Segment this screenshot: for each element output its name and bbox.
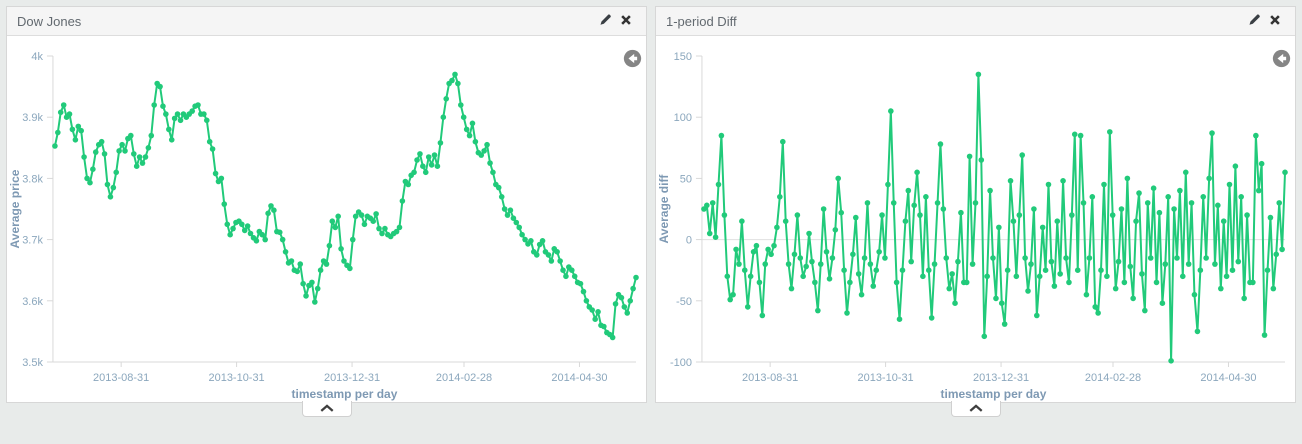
panel-title: 1-period Diff xyxy=(666,13,737,29)
edit-button[interactable] xyxy=(595,7,616,35)
svg-text:3.6k: 3.6k xyxy=(22,296,43,308)
close-button[interactable] xyxy=(1265,7,1285,35)
svg-text:150: 150 xyxy=(674,51,692,63)
svg-text:2014-02-28: 2014-02-28 xyxy=(1085,372,1141,384)
diff-chart-canvas[interactable]: 150 100 50 0 -50 -100 2013-08-31 2013-10-31 2013… xyxy=(656,36,1295,412)
price-chart-canvas[interactable]: 4k 3.9k 3.8k 3.7k 3.6k 3.5k 2013-08-31 2013-10-… xyxy=(7,36,646,412)
collapse-row-button[interactable] xyxy=(950,401,1001,417)
dashboard-row: Dow Jones 4k 3.9k 3.8k 3.7k 3.6k 3.5k 2013-08-… xyxy=(6,6,1296,417)
svg-text:2014-02-28: 2014-02-28 xyxy=(436,372,492,384)
svg-text:2013-10-31: 2013-10-31 xyxy=(858,372,914,384)
svg-text:3.9k: 3.9k xyxy=(22,112,43,124)
back-button[interactable] xyxy=(623,49,642,68)
panel-dow-jones: Dow Jones 4k 3.9k 3.8k 3.7k 3.6k 3.5k 2013-08-… xyxy=(6,6,647,417)
pencil-icon xyxy=(599,13,612,29)
x-icon xyxy=(620,14,632,29)
svg-text:2013-08-31: 2013-08-31 xyxy=(93,372,149,384)
svg-text:50: 50 xyxy=(680,173,692,185)
svg-text:2013-12-31: 2013-12-31 xyxy=(324,372,380,384)
collapse-row-button[interactable] xyxy=(301,401,352,417)
svg-text:3.5k: 3.5k xyxy=(22,357,43,369)
svg-text:timestamp per day: timestamp per day xyxy=(941,387,1047,401)
svg-text:-50: -50 xyxy=(676,296,692,308)
chart-area: 4k 3.9k 3.8k 3.7k 3.6k 3.5k 2013-08-31 2013-10-… xyxy=(7,36,646,412)
svg-text:4k: 4k xyxy=(31,51,43,63)
panel-title: Dow Jones xyxy=(17,13,82,29)
panel-header: 1-period Diff xyxy=(656,7,1295,36)
svg-text:2014-04-30: 2014-04-30 xyxy=(551,372,607,384)
svg-text:2014-04-30: 2014-04-30 xyxy=(1200,372,1256,384)
circle-arrow-left-icon xyxy=(1272,49,1291,71)
close-button[interactable] xyxy=(616,7,636,35)
svg-text:100: 100 xyxy=(674,112,692,124)
back-button[interactable] xyxy=(1272,49,1291,68)
svg-text:0: 0 xyxy=(686,235,692,247)
svg-text:timestamp per day: timestamp per day xyxy=(292,387,398,401)
x-icon xyxy=(1269,14,1281,29)
chevron-up-icon xyxy=(967,401,985,416)
circle-arrow-left-icon xyxy=(623,49,642,71)
svg-text:2013-12-31: 2013-12-31 xyxy=(973,372,1029,384)
svg-text:Average diff: Average diff xyxy=(657,174,671,244)
edit-button[interactable] xyxy=(1244,7,1265,35)
panel-header: Dow Jones xyxy=(7,7,646,36)
svg-text:Average price: Average price xyxy=(8,169,22,248)
svg-text:2013-08-31: 2013-08-31 xyxy=(742,372,798,384)
svg-text:2013-10-31: 2013-10-31 xyxy=(209,372,265,384)
svg-text:3.8k: 3.8k xyxy=(22,173,43,185)
svg-text:-100: -100 xyxy=(670,357,692,369)
chart-area: 150 100 50 0 -50 -100 2013-08-31 2013-10-31 2013… xyxy=(656,36,1295,412)
svg-text:3.7k: 3.7k xyxy=(22,235,43,247)
pencil-icon xyxy=(1248,13,1261,29)
panel-1-period-diff: 1-period Diff 150 100 50 0 -50 -100 2013-08-31… xyxy=(655,6,1296,417)
chevron-up-icon xyxy=(318,401,336,416)
